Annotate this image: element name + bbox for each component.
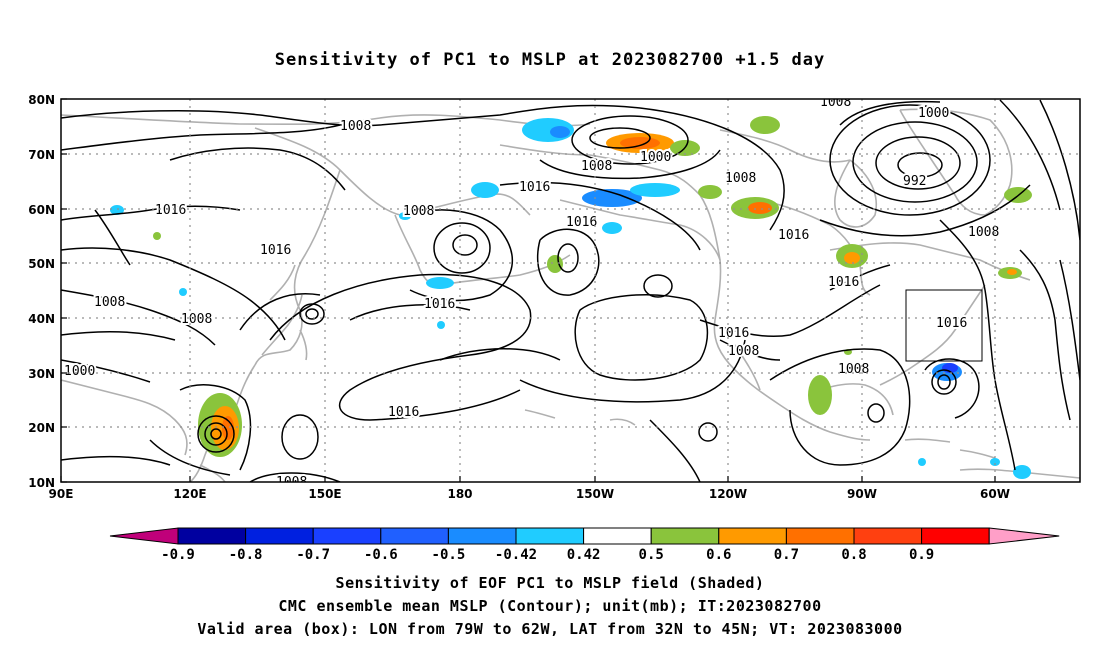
contour-label: 1008 [94, 295, 125, 310]
lon-label: 150W [576, 487, 614, 501]
sensitivity-shading [110, 116, 1032, 479]
colorbar-label: -0.9 [161, 547, 195, 563]
colorbar-label: -0.6 [364, 547, 398, 563]
colorbar-arrow-max [988, 527, 1060, 545]
contour-label: 1016 [718, 326, 749, 341]
contour-label: 1000 [64, 364, 95, 379]
contour-label: 1008 [276, 475, 307, 490]
lon-label: 90W [847, 487, 877, 501]
lon-label: 120W [709, 487, 747, 501]
colorbar-arrow-min [109, 527, 179, 545]
colorbar-label: -0.7 [296, 547, 330, 563]
colorbar-cell [177, 527, 247, 545]
colorbar-cell [515, 527, 585, 545]
colorbar-cell [312, 527, 382, 545]
contour-label: 1008 [820, 95, 851, 110]
contour-labels: 1008 1008 1000 1000 992 1008 1000 1016 1… [62, 95, 1001, 490]
lon-label: 60W [980, 487, 1010, 501]
lat-label: 60N [28, 203, 55, 217]
colorbar-label: 0.42 [567, 547, 601, 563]
box-label: 1016 [936, 316, 967, 331]
lat-label: 50N [28, 257, 55, 271]
contour-label: 1016 [388, 405, 419, 420]
caption-contour: CMC ensemble mean MSLP (Contour); unit(m… [278, 597, 822, 615]
colorbar-cell [380, 527, 449, 545]
colorbar-label: 0.5 [639, 547, 664, 563]
lon-label: 150E [308, 487, 341, 501]
contour-label: 992 [903, 174, 926, 189]
latitude-labels: 80N 70N 60N 50N 40N 30N 20N 10N [28, 93, 55, 490]
tick-marks [60, 98, 996, 483]
lat-label: 80N [28, 93, 55, 107]
contour-label: 1008 [340, 119, 371, 134]
colorbar-label: -0.42 [495, 547, 537, 563]
contour-label: 1008 [838, 362, 869, 377]
colorbar-cell [447, 527, 517, 545]
contour-label: 1016 [566, 215, 597, 230]
contour-label: 1016 [155, 203, 186, 218]
lon-label: 120E [173, 487, 206, 501]
gridlines [61, 99, 1080, 482]
colorbar-label: 0.8 [841, 547, 866, 563]
contour-label: 1016 [778, 228, 809, 243]
colorbar-label: -0.5 [432, 547, 466, 563]
contour-label: 1016 [519, 180, 550, 195]
colorbar-cell [650, 527, 720, 545]
contour-label: 1008 [725, 171, 756, 186]
lat-label: 20N [28, 421, 55, 435]
contour-label: 1000 [918, 106, 949, 121]
colorbar-label: 0.9 [909, 547, 934, 563]
contour-label: 1008 [581, 159, 612, 174]
contour-label: 1008 [728, 344, 759, 359]
contour-label: 1016 [424, 297, 455, 312]
colorbar-cell [785, 527, 855, 545]
colorbar-cell [245, 527, 314, 545]
colorbar-cell [583, 527, 652, 545]
lat-label: 30N [28, 367, 55, 381]
colorbar-label: 0.7 [774, 547, 799, 563]
contour-label: 1016 [828, 275, 859, 290]
caption-valid-area: Valid area (box): LON from 79W to 62W, L… [197, 620, 903, 638]
lon-label: 180 [447, 487, 472, 501]
contour-label: 1000 [640, 150, 671, 165]
colorbar-cell [718, 527, 787, 545]
longitude-labels: 90E 120E 150E 180 150W 120W 90W 60W [49, 487, 1010, 501]
valid-area-box [905, 289, 983, 362]
lat-label: 40N [28, 312, 55, 326]
contour-label: 1008 [403, 204, 434, 219]
colorbar-label: -0.8 [229, 547, 263, 563]
contour-label: 1008 [181, 312, 212, 327]
colorbar-label: 0.6 [706, 547, 731, 563]
contour-label: 1008 [968, 225, 999, 240]
coastlines [61, 108, 1080, 482]
caption-shading: Sensitivity of EOF PC1 to MSLP field (Sh… [335, 574, 765, 592]
contour-label: 1016 [260, 243, 291, 258]
plot-title: Sensitivity of PC1 to MSLP at 2023082700… [274, 50, 826, 70]
lat-label: 70N [28, 148, 55, 162]
lon-label: 90E [49, 487, 74, 501]
plot-frame [60, 98, 1081, 483]
colorbar-cell [853, 527, 923, 545]
colorbar-cell [921, 527, 990, 545]
colorbar: -0.9 -0.8 -0.7 -0.6 -0.5 -0.42 0.42 0.5 0.6 0.7 0.… [109, 527, 1060, 563]
lat-label: 10N [28, 476, 55, 490]
mslp-contours [61, 99, 1080, 482]
